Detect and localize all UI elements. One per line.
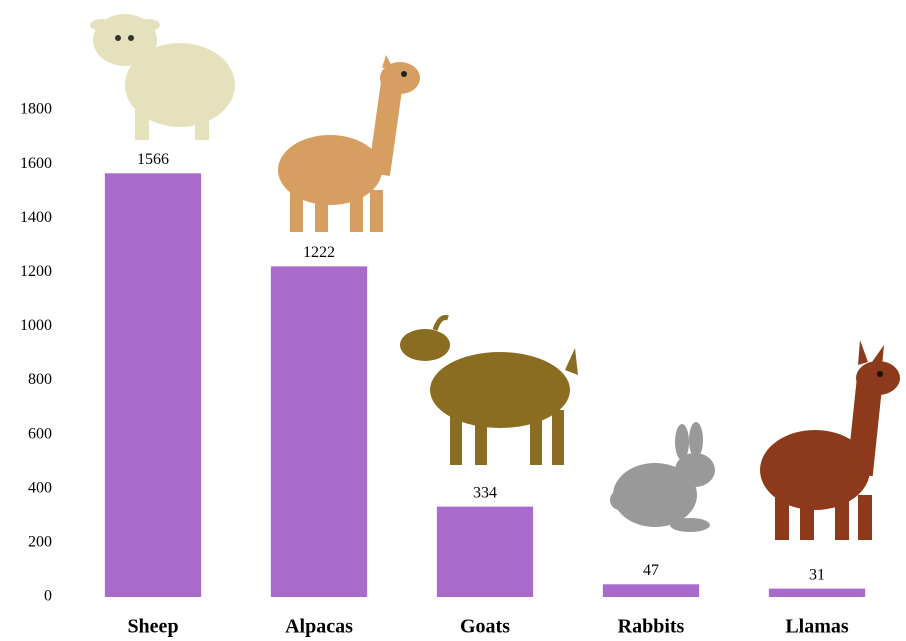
x-tick-label: Alpacas (285, 616, 353, 638)
y-tick-label: 600 (28, 425, 52, 442)
llama-picture (760, 340, 900, 540)
y-tick-label: 1400 (20, 209, 52, 226)
y-tick-label: 200 (28, 534, 52, 551)
y-tick-label: 800 (28, 371, 52, 388)
value-label: 47 (643, 562, 659, 579)
bar (603, 584, 699, 597)
y-tick-label: 1600 (20, 155, 52, 172)
chart: 0 200 400 600 800 1000 1200 1400 1600 1800 Sheep 15… (0, 0, 906, 641)
x-tick-label: Llamas (785, 616, 849, 638)
rabbit-picture (610, 422, 715, 532)
bar (437, 507, 533, 597)
y-tick-label: 0 (44, 588, 52, 605)
bar (769, 589, 865, 597)
animal-illustrations (90, 14, 900, 540)
value-label: 1222 (303, 244, 335, 261)
value-label: 334 (473, 484, 497, 501)
x-tick-label: Rabbits (618, 616, 685, 638)
value-label: 31 (809, 566, 825, 583)
value-label: 1566 (137, 151, 169, 168)
page: {"chart_data": {"type": "bar", "categori… (0, 0, 906, 641)
x-tick-label: Goats (460, 616, 510, 638)
bar (271, 266, 367, 597)
y-tick-label: 1200 (20, 263, 52, 280)
goat-picture (400, 318, 578, 466)
sheep-picture (90, 14, 235, 140)
alpaca-picture (278, 55, 420, 232)
x-tick-label: Sheep (127, 616, 178, 638)
y-tick-label: 1000 (20, 317, 52, 334)
y-tick-label: 1800 (20, 101, 52, 118)
y-tick-label: 400 (28, 479, 52, 496)
bar (105, 173, 201, 597)
